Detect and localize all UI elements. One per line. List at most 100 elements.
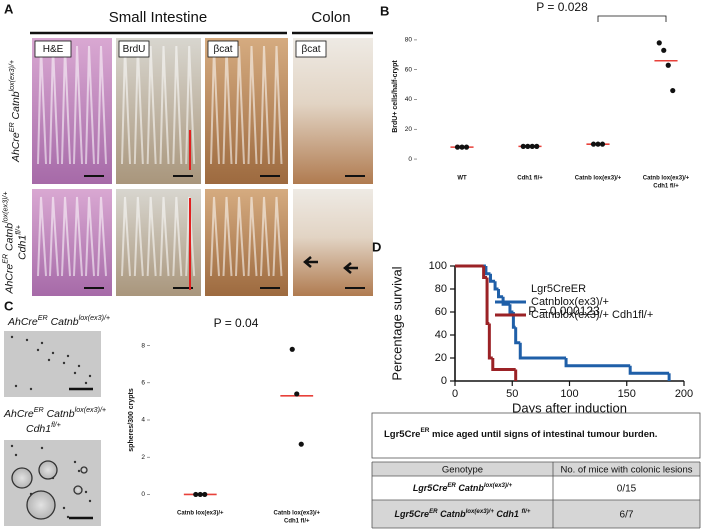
text-part: Cdh1 — [16, 235, 28, 260]
y-tick-label: 4 — [141, 417, 145, 424]
villus — [260, 45, 270, 165]
rich-text: AhCreER Catnblox(ex3)/+ — [1, 191, 15, 294]
x-tick-label: Cdh1 fl/+ — [284, 519, 310, 525]
table-cell: 0/15 — [617, 484, 637, 495]
data-point — [661, 47, 667, 53]
text-part: ER — [8, 122, 16, 132]
villus — [85, 45, 95, 165]
x-tick-label: 50 — [506, 388, 518, 400]
tile-label: βcat — [213, 44, 232, 55]
annotation: P = 0.04 — [214, 316, 259, 330]
villus — [73, 45, 83, 165]
text-part: fl/+ — [521, 508, 530, 515]
villus — [73, 196, 83, 277]
debris — [14, 453, 18, 457]
x-tick-label: Cdh1 fl/+ — [517, 176, 543, 182]
y-tick-label: 80 — [405, 37, 413, 44]
text-part: AhCre — [3, 264, 15, 295]
annotation: P = 0.028 — [536, 0, 588, 14]
debris — [73, 371, 77, 375]
panel-label: A — [4, 1, 14, 16]
data-point — [534, 143, 540, 149]
data-point — [665, 62, 671, 68]
data-point — [202, 491, 208, 498]
text-part: Lgr5Cre — [413, 483, 448, 493]
debris — [62, 506, 66, 510]
table-cell: 6/7 — [620, 510, 634, 521]
text-part: ER — [447, 482, 456, 489]
villus — [210, 196, 220, 277]
data-point — [197, 491, 203, 498]
y-tick-label: 80 — [435, 283, 447, 295]
villus — [172, 45, 183, 165]
villus — [85, 196, 95, 277]
annotation: P = 0.000123 — [528, 304, 600, 318]
text-part: mice aged until signs of intestinal tumo… — [429, 429, 657, 440]
rich-text: AhCreER Catnblox(ex3)/+ — [8, 60, 22, 163]
debris — [10, 335, 14, 339]
panel-label: D — [372, 239, 381, 254]
x-tick-label: 150 — [618, 388, 636, 400]
data-point — [595, 141, 601, 147]
survival-step — [497, 289, 504, 299]
x-tick-label: Catnb lox(ex3)/+ — [643, 176, 690, 182]
survival-step — [485, 277, 490, 325]
data-point — [590, 141, 597, 147]
debris — [51, 351, 55, 355]
debris — [47, 358, 51, 362]
villus — [235, 45, 245, 165]
y-axis-title: Percentage survival — [389, 266, 404, 380]
y-tick-label: 40 — [405, 96, 413, 103]
data-point — [294, 391, 300, 397]
sphere-image — [4, 331, 101, 397]
group-header: Colon — [311, 9, 350, 26]
y-tick-label: 60 — [435, 306, 447, 318]
villus — [247, 45, 258, 165]
y-tick-label: 8 — [141, 342, 145, 349]
villus — [159, 196, 170, 277]
villus — [133, 196, 144, 277]
villus — [121, 196, 131, 277]
x-tick-label: 100 — [560, 388, 578, 400]
text-part: lox(ex3)/+ — [466, 508, 495, 515]
text-part: fl/+ — [14, 225, 22, 235]
x-tick-label: Cdh1 fl/+ — [653, 184, 679, 190]
table-header: No. of mice with colonic lesions — [561, 465, 693, 476]
debris — [84, 381, 88, 385]
text-part: Cdh1 — [494, 509, 522, 519]
table-title-box — [371, 412, 701, 459]
x-tick-label: Catnb lox(ex3)/+ — [177, 511, 224, 517]
villus — [260, 196, 270, 277]
table-row — [372, 476, 700, 500]
data-point — [298, 441, 304, 447]
y-tick-label: 0 — [141, 491, 145, 498]
debris — [29, 387, 33, 391]
text-part: Catnb — [456, 483, 485, 493]
y-tick-label: 100 — [429, 260, 447, 272]
text-part: Catnb — [44, 408, 75, 420]
villus — [146, 45, 157, 165]
y-tick-label: 20 — [435, 352, 447, 364]
tile-label: βcat — [301, 44, 320, 55]
debris — [66, 515, 70, 519]
text-part: lox(ex3)/+ — [484, 482, 513, 489]
villus — [272, 196, 283, 277]
villus — [247, 196, 258, 277]
text-part: Lgr5Cre — [384, 429, 420, 440]
villus — [185, 196, 196, 277]
survival-step — [491, 358, 516, 371]
x-tick-label: WT — [457, 176, 467, 182]
data-point — [193, 491, 199, 498]
y-tick-label: 20 — [405, 126, 413, 133]
text-part: ER — [1, 254, 9, 264]
x-axis-title: Days after induction — [512, 400, 627, 415]
rich-text: Cdh1fl/+ — [26, 421, 61, 435]
rich-text: Lgr5CreER mice aged until signs of intes… — [384, 427, 657, 439]
sphere — [38, 460, 58, 480]
panel-label: C — [4, 298, 14, 313]
text-part: ER — [429, 508, 438, 515]
text-part: AhCre — [7, 316, 38, 328]
villus — [272, 45, 283, 165]
y-tick-label: 2 — [141, 454, 145, 461]
